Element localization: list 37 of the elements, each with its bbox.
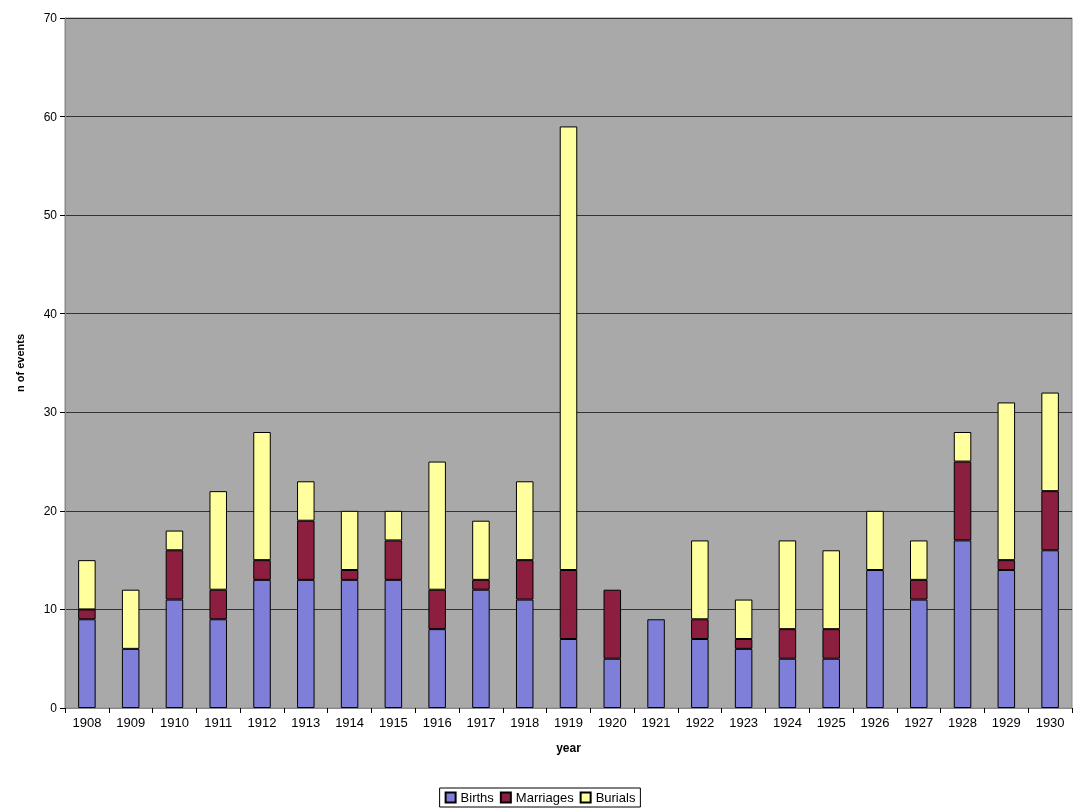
y-tick-label: 0 [50,701,58,715]
x-tick-label: 1919 [554,715,583,730]
x-tick-label: 1928 [948,715,977,730]
x-tick-label: 1910 [160,715,189,730]
x-tick-label: 1917 [466,715,496,730]
y-tick-label: 40 [43,306,58,321]
y-axis-title: n of events [13,333,26,393]
x-tick-label: 1911 [204,715,233,730]
x-tick-label: 1914 [335,715,365,730]
x-tick-label: 1924 [772,715,802,730]
x-tick-label: 1916 [422,715,452,730]
legend-label: Marriages [515,790,575,805]
legend-label: Births [460,790,495,805]
x-axis-title: year [556,741,582,755]
x-tick-label: 1912 [247,715,277,730]
y-tick-label: 60 [43,109,58,124]
x-tick-label: 1918 [510,715,540,730]
y-tick-label: 20 [43,503,58,518]
x-tick-label: 1913 [291,715,321,730]
x-tick-label: 1915 [378,715,408,730]
x-tick-label: 1921 [641,715,671,730]
x-tick-label: 1929 [991,715,1021,730]
y-tick-label: 10 [43,602,58,617]
x-tick-label: 1926 [860,715,890,730]
y-tick-label: 70 [43,11,58,25]
x-tick-label: 1925 [816,715,846,730]
x-tick-label: 1923 [729,715,759,730]
x-tick-label: 1920 [597,715,627,730]
x-tick-label: 1930 [1035,715,1065,730]
y-tick-label: 30 [43,405,58,420]
x-tick-label: 1922 [685,715,715,730]
x-tick-label: 1909 [116,715,146,730]
x-tick-label: 1927 [904,715,934,730]
x-tick-label: 1908 [72,715,102,730]
y-tick-label: 50 [43,208,58,223]
bar [647,619,665,708]
legend-label: Burials [595,790,636,805]
